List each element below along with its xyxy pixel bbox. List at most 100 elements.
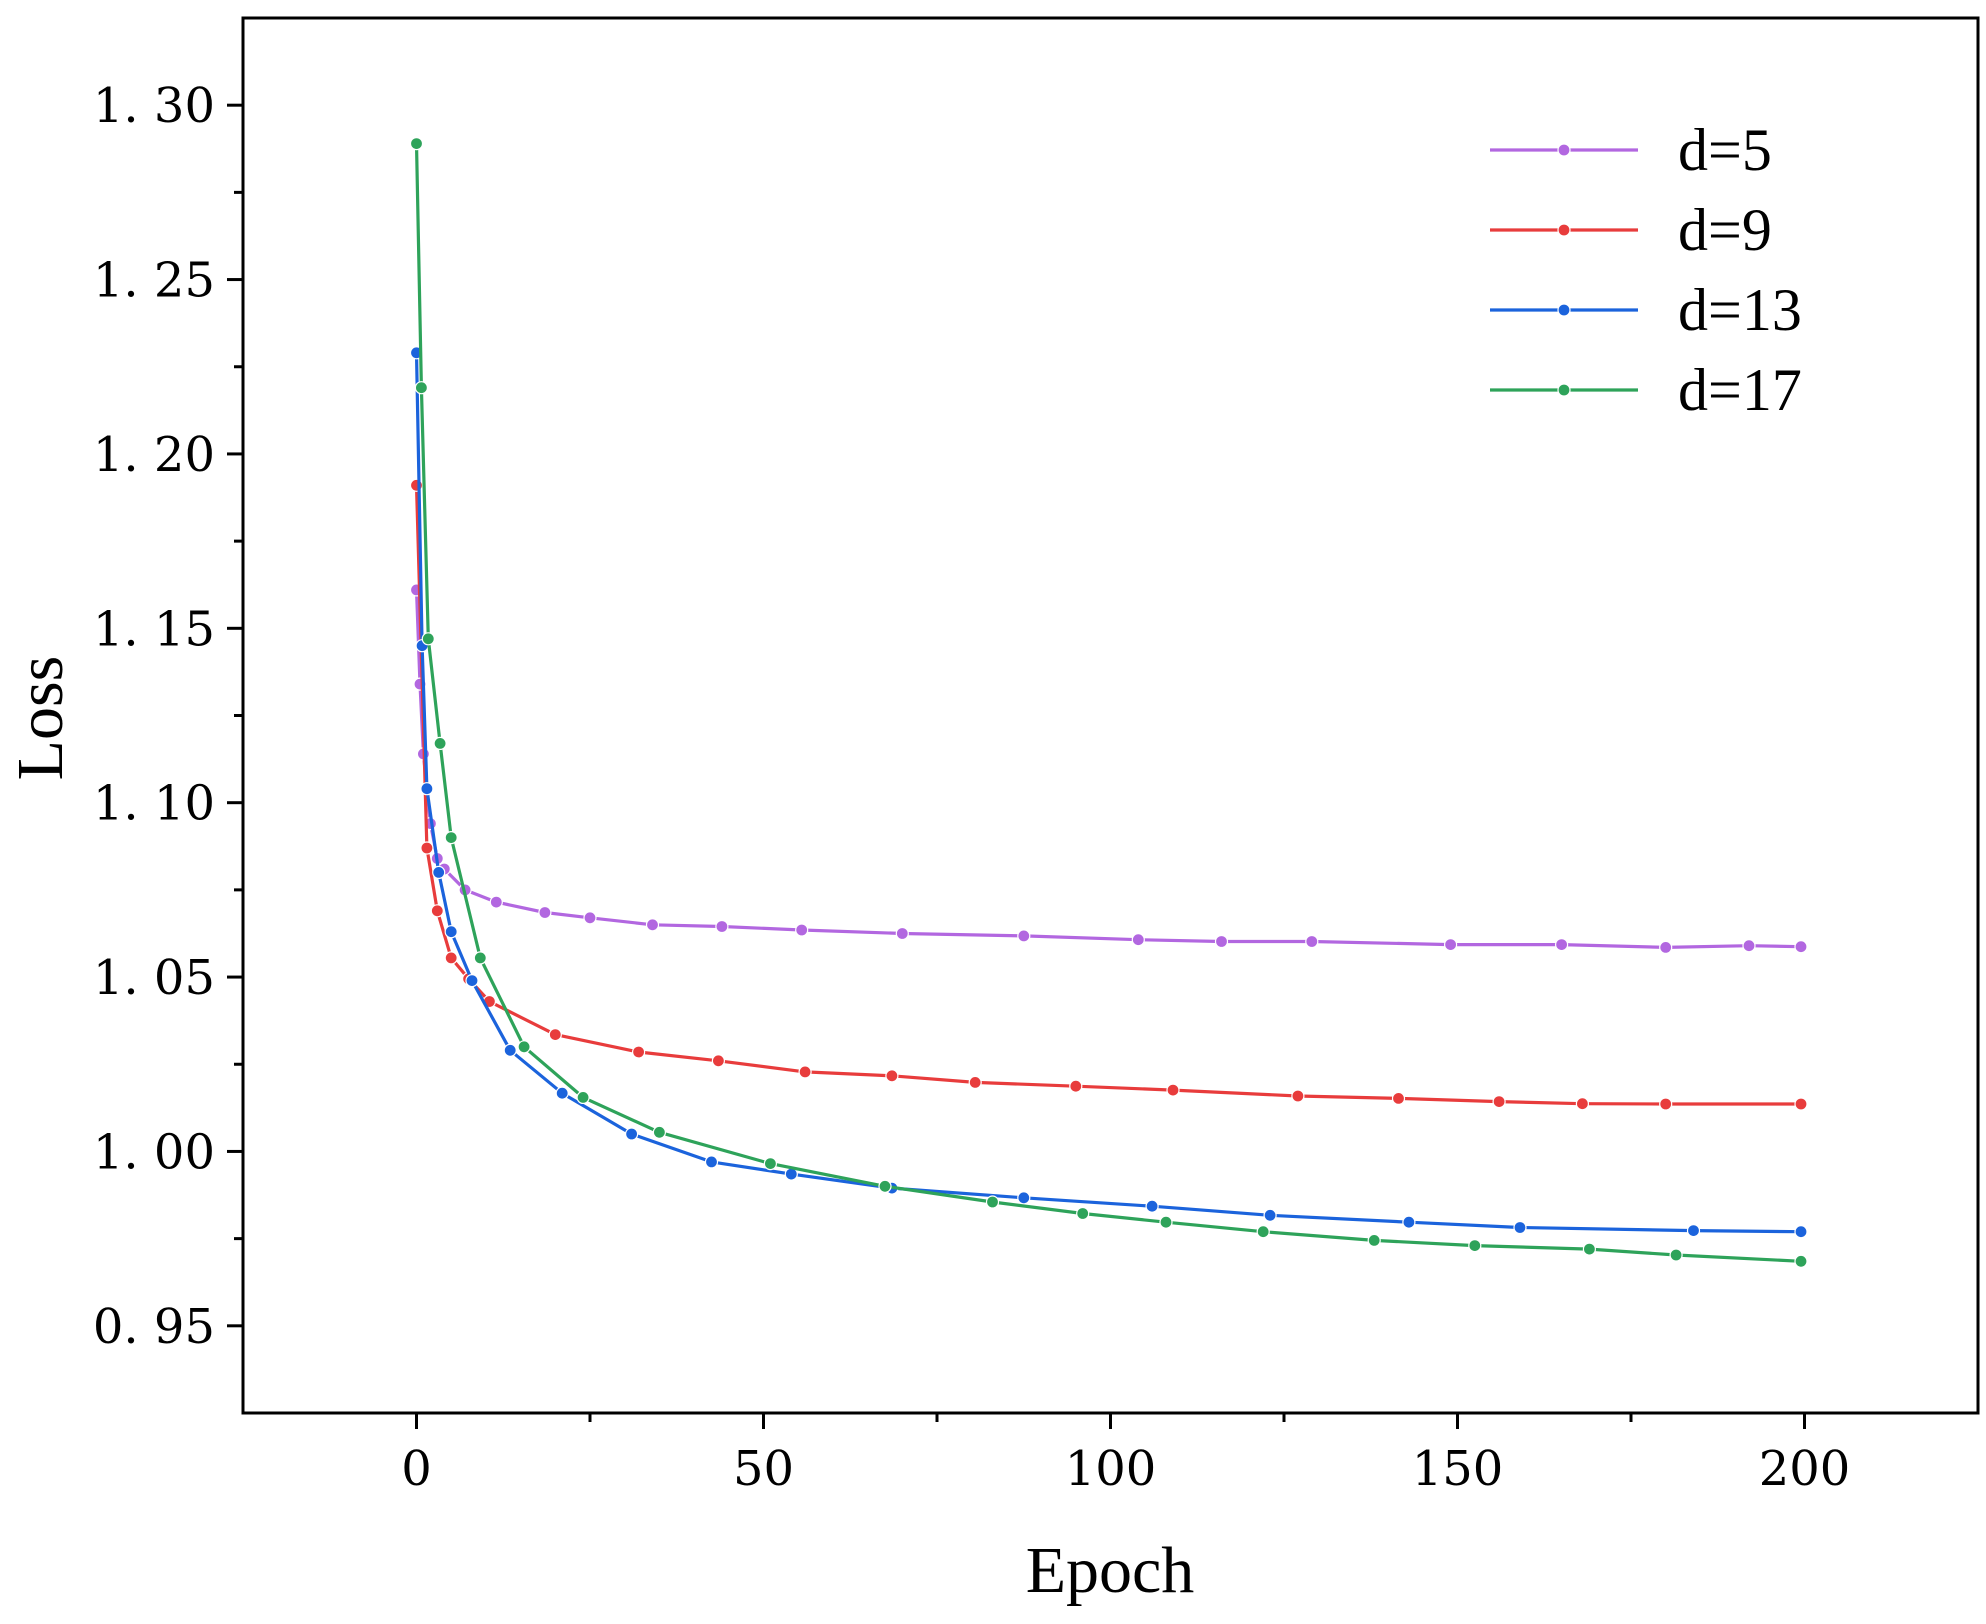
legend-marker bbox=[1557, 303, 1571, 317]
data-point bbox=[711, 1054, 726, 1068]
legend-item: d=9 bbox=[1490, 197, 1772, 263]
data-point bbox=[1017, 1191, 1031, 1205]
data-point bbox=[1669, 1248, 1683, 1262]
data-point bbox=[1686, 1223, 1701, 1238]
data-point bbox=[503, 1043, 517, 1057]
data-point bbox=[715, 919, 729, 934]
data-point bbox=[968, 1075, 982, 1090]
y-tick-label: 1. 00 bbox=[93, 1124, 215, 1180]
data-point bbox=[1291, 1089, 1305, 1103]
data-point bbox=[473, 951, 487, 965]
data-point bbox=[1214, 934, 1229, 949]
legend-label: d=17 bbox=[1678, 357, 1802, 423]
data-point bbox=[624, 1127, 639, 1141]
x-tick-label: 50 bbox=[733, 1441, 794, 1497]
data-point bbox=[1575, 1097, 1590, 1111]
data-point bbox=[1492, 1094, 1506, 1109]
data-point bbox=[583, 911, 597, 925]
y-tick-label: 1. 10 bbox=[93, 776, 215, 832]
series-line bbox=[414, 352, 1802, 1234]
data-point bbox=[548, 1027, 562, 1042]
legend-label: d=5 bbox=[1678, 117, 1772, 183]
x-tick-label: 200 bbox=[1759, 1441, 1851, 1497]
data-point bbox=[576, 1090, 590, 1105]
legend-label: d=13 bbox=[1678, 277, 1802, 343]
data-point bbox=[631, 1045, 646, 1059]
series-layer bbox=[409, 137, 1808, 1268]
data-point bbox=[985, 1195, 1000, 1209]
data-point bbox=[1166, 1083, 1180, 1097]
data-point bbox=[555, 1086, 569, 1100]
data-point bbox=[1794, 1254, 1808, 1268]
data-point bbox=[795, 923, 809, 937]
data-point bbox=[1069, 1079, 1083, 1093]
data-point bbox=[1017, 929, 1031, 943]
data-point bbox=[1659, 1097, 1673, 1111]
data-point bbox=[420, 841, 434, 855]
data-point bbox=[1076, 1206, 1090, 1221]
legend-marker bbox=[1557, 143, 1571, 157]
data-point bbox=[444, 925, 458, 939]
data-point bbox=[1554, 937, 1569, 952]
y-axis-title: Loss bbox=[4, 656, 77, 781]
legend-label: d=9 bbox=[1678, 197, 1772, 263]
x-tick-label: 150 bbox=[1412, 1441, 1504, 1497]
y-tick-label: 0. 95 bbox=[93, 1299, 215, 1355]
data-point bbox=[704, 1155, 719, 1169]
series-d=17 bbox=[409, 137, 1808, 1268]
data-point bbox=[1145, 1199, 1159, 1213]
data-point bbox=[409, 137, 424, 151]
data-point bbox=[1256, 1225, 1270, 1239]
data-point bbox=[1402, 1215, 1416, 1229]
data-point bbox=[1367, 1233, 1381, 1248]
data-point bbox=[1513, 1220, 1527, 1235]
legend-marker bbox=[1557, 223, 1571, 237]
legend: d=5 d=9 d=13 d=17 bbox=[1490, 117, 1802, 423]
data-point bbox=[763, 1156, 778, 1171]
data-point bbox=[1391, 1091, 1406, 1106]
x-axis: 0 50 100 150 200 bbox=[401, 1413, 1850, 1497]
data-point bbox=[1794, 1225, 1808, 1239]
data-point bbox=[517, 1040, 531, 1054]
data-point bbox=[645, 918, 660, 932]
legend-item: d=13 bbox=[1490, 277, 1802, 343]
data-point bbox=[421, 632, 435, 646]
series-line bbox=[414, 143, 1802, 1263]
x-tick-label: 0 bbox=[401, 1441, 432, 1497]
legend-item: d=5 bbox=[1490, 117, 1772, 183]
y-tick-label: 1. 20 bbox=[93, 427, 215, 483]
data-point bbox=[1794, 1097, 1808, 1111]
y-tick-label: 1. 30 bbox=[93, 78, 215, 134]
data-point bbox=[1443, 937, 1458, 952]
data-point bbox=[878, 1179, 892, 1193]
data-point bbox=[1659, 940, 1673, 955]
data-point bbox=[538, 905, 552, 920]
series-d=5 bbox=[409, 583, 1808, 955]
series-d=9 bbox=[409, 478, 1808, 1111]
data-point bbox=[420, 782, 434, 796]
y-tick-label: 1. 05 bbox=[93, 950, 215, 1006]
data-point bbox=[1305, 934, 1319, 949]
x-axis-title: Epoch bbox=[1026, 1534, 1195, 1607]
data-point bbox=[1742, 939, 1756, 953]
y-tick-label: 1. 15 bbox=[93, 601, 215, 657]
series-line bbox=[414, 485, 1801, 1106]
data-point bbox=[1263, 1208, 1277, 1222]
data-point bbox=[1159, 1215, 1173, 1229]
data-point bbox=[444, 951, 458, 965]
data-point bbox=[1468, 1238, 1482, 1253]
data-point bbox=[433, 736, 447, 751]
data-point bbox=[489, 895, 503, 909]
y-axis: 0. 95 1. 00 1. 05 1. 10 1. 15 1. 20 1. 25 1. 30 bbox=[93, 78, 243, 1355]
data-point bbox=[432, 865, 446, 880]
data-point bbox=[798, 1065, 812, 1079]
x-tick-label: 100 bbox=[1065, 1441, 1157, 1497]
legend-item: d=17 bbox=[1490, 357, 1802, 423]
y-tick-label: 1. 25 bbox=[93, 253, 215, 309]
data-point bbox=[414, 381, 428, 395]
legend-marker bbox=[1557, 383, 1571, 397]
data-point bbox=[430, 904, 444, 918]
series-line bbox=[414, 589, 1802, 949]
data-point bbox=[652, 1125, 667, 1139]
